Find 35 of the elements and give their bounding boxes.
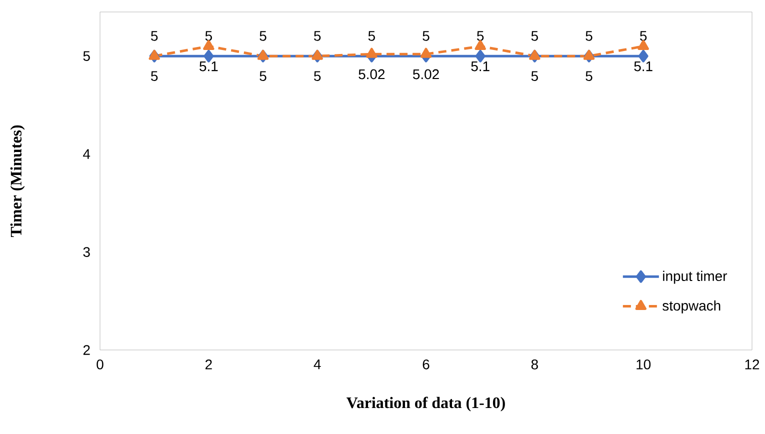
- x-tick-label: 0: [96, 359, 104, 370]
- data-label: 5: [422, 31, 430, 41]
- data-label: 5: [205, 31, 212, 41]
- legend-label: stopwach: [662, 300, 720, 314]
- legend-label: input timer: [663, 270, 728, 284]
- data-label: 5: [151, 71, 158, 82]
- y-tick-label: 4: [83, 149, 90, 159]
- x-axis-title: Variation of data (1-10): [346, 396, 505, 412]
- x-tick-label: 8: [531, 359, 538, 370]
- data-label: 5: [151, 31, 158, 41]
- data-label: 5.1: [471, 61, 490, 72]
- data-label: 5.1: [200, 61, 218, 72]
- x-tick-label: 12: [745, 359, 760, 370]
- data-label: 5.02: [358, 69, 385, 80]
- x-tick-label: 10: [636, 359, 651, 370]
- data-label: 5: [586, 31, 592, 41]
- data-label: 5: [314, 71, 321, 82]
- y-tick-label: 2: [83, 345, 90, 355]
- data-label: 5: [531, 31, 538, 41]
- y-tick-label: 5: [83, 51, 90, 61]
- data-label: 5.02: [413, 69, 439, 80]
- x-tick-label: 4: [314, 360, 321, 370]
- data-label: 5: [368, 31, 375, 41]
- data-label: 5: [260, 71, 266, 82]
- data-label: 5.1: [634, 61, 652, 72]
- data-label: 5: [531, 71, 538, 82]
- x-tick-label: 2: [206, 359, 212, 370]
- data-label: 5: [260, 31, 266, 41]
- data-label: 5: [586, 71, 592, 82]
- data-label: 5: [314, 31, 321, 41]
- data-label: 5: [640, 31, 647, 41]
- y-axis-title: Timer (Minutes): [10, 125, 25, 238]
- y-tick-label: 3: [83, 247, 90, 257]
- data-label: 5: [477, 31, 484, 41]
- x-tick-label: 6: [422, 359, 430, 370]
